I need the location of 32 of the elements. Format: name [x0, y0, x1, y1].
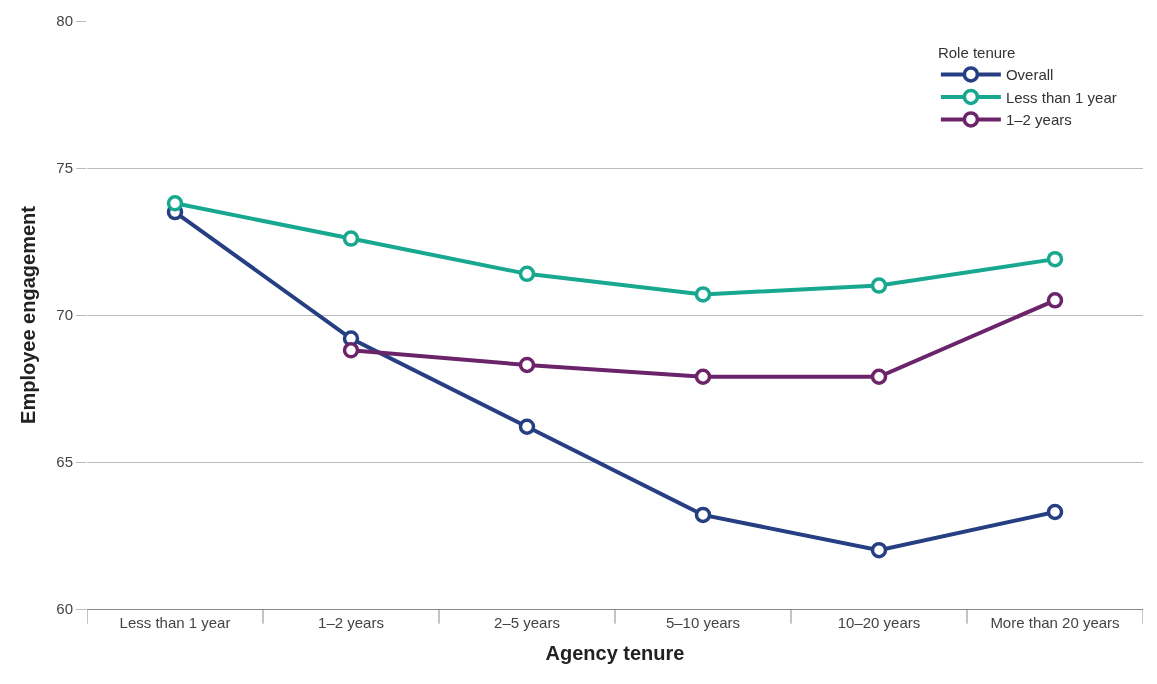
x-tick-label: 5–10 years	[665, 614, 741, 631]
point	[518, 356, 536, 374]
point	[870, 277, 888, 294]
point	[518, 418, 536, 435]
point	[166, 195, 184, 212]
x-tick-label: 1–2 years	[318, 614, 384, 631]
x-tick-label: 2–5 years	[494, 614, 560, 631]
x-tick-label: 10–20 years	[837, 614, 921, 631]
legend-label: Overall	[1005, 66, 1054, 84]
point	[1046, 503, 1064, 521]
y-tick-label: 70	[56, 306, 73, 324]
point	[342, 230, 360, 247]
point	[694, 506, 712, 524]
x-axis-title: Agency tenure	[545, 641, 685, 664]
point	[870, 541, 888, 559]
legend-label: 1–2 years	[1005, 111, 1072, 129]
y-axis-title: Employee engagement	[16, 205, 39, 424]
point	[1046, 250, 1064, 268]
x-tick-label: Less than 1 year	[119, 614, 231, 631]
point	[342, 342, 360, 359]
y-tick-label: 80	[56, 12, 73, 30]
point	[694, 368, 712, 385]
legend-title: Role tenure	[937, 44, 1016, 62]
x-tick-label: More than 20 years	[990, 614, 1120, 631]
point	[694, 286, 712, 303]
legend-label: Less than 1 year	[1005, 88, 1117, 106]
y-tick-label: 75	[56, 159, 73, 177]
point	[1046, 292, 1064, 309]
y-tick-label: 65	[56, 453, 73, 471]
point	[518, 265, 536, 283]
point	[870, 368, 888, 385]
y-tick-label: 60	[56, 600, 73, 618]
